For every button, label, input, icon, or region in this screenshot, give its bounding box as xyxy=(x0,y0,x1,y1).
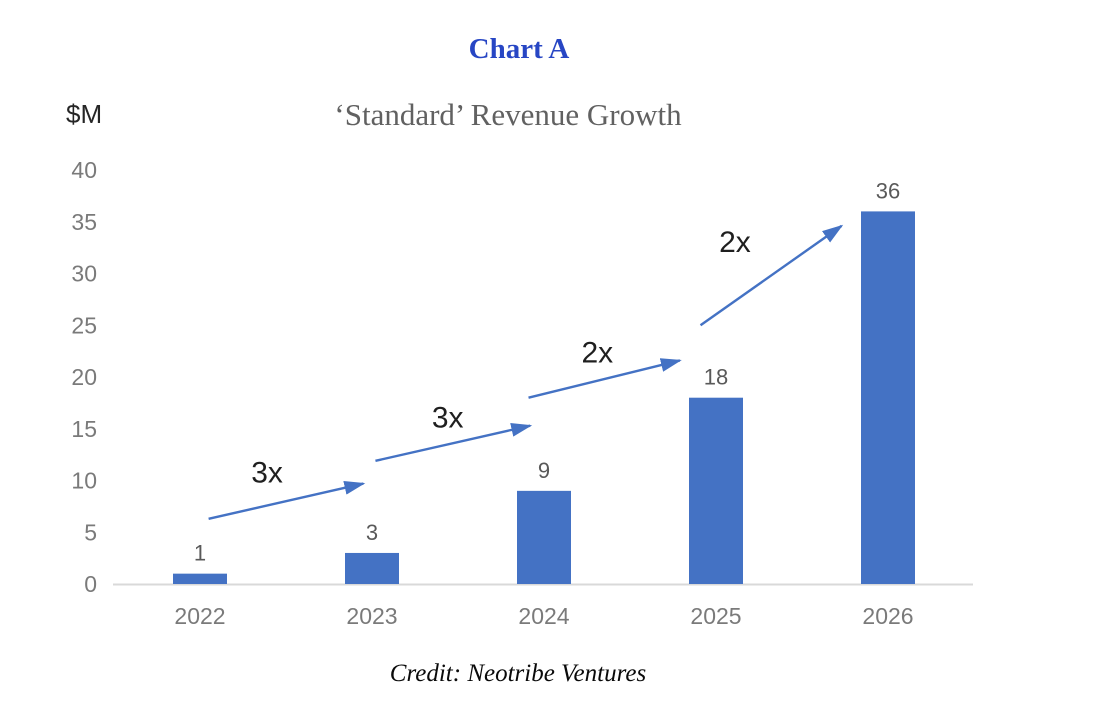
x-axis-label-2022: 2022 xyxy=(174,603,225,629)
bar-value-label: 36 xyxy=(876,178,900,203)
bar-value-label: 3 xyxy=(366,520,378,545)
bar-2022 xyxy=(173,573,227,584)
y-axis-tick-label: 0 xyxy=(84,571,97,597)
bar-2025 xyxy=(689,397,743,584)
growth-arrow-3 xyxy=(528,358,682,399)
y-axis-tick-label: 30 xyxy=(71,261,97,287)
y-axis-tick-label: 35 xyxy=(71,209,97,235)
bar-2026 xyxy=(861,211,915,584)
bar-value-label: 9 xyxy=(538,458,550,483)
y-axis-tick-label: 40 xyxy=(71,157,97,183)
figure-title: Chart A xyxy=(468,33,570,65)
x-axis-label-2023: 2023 xyxy=(346,603,397,629)
bar-2024 xyxy=(517,490,571,584)
growth-arrow-2 xyxy=(375,423,533,463)
y-axis-tick-label: 25 xyxy=(71,312,97,338)
y-axis-tick-label: 20 xyxy=(71,364,97,390)
y-axis-unit-label: $M xyxy=(66,99,103,129)
x-axis-label-2025: 2025 xyxy=(690,603,741,629)
credit-line: Credit: Neotribe Ventures xyxy=(389,660,647,687)
x-axis-label-2026: 2026 xyxy=(862,603,913,629)
growth-label-2: 3x xyxy=(432,402,464,435)
growth-arrow-1 xyxy=(208,480,366,520)
bar-value-label: 1 xyxy=(194,541,206,566)
growth-label-4: 2x xyxy=(719,226,751,259)
growth-arrow-4 xyxy=(699,224,844,327)
y-axis-tick-label: 5 xyxy=(84,519,97,545)
chart-title: ‘Standard’ Revenue Growth xyxy=(334,97,682,132)
y-axis-tick-label: 15 xyxy=(71,416,97,442)
y-axis-tick-label: 10 xyxy=(71,468,97,494)
growth-label-1: 3x xyxy=(251,457,283,490)
x-axis-label-2024: 2024 xyxy=(518,603,569,629)
bar-value-label: 18 xyxy=(704,365,728,390)
bar-2023 xyxy=(345,552,399,584)
growth-label-3: 2x xyxy=(581,337,613,370)
